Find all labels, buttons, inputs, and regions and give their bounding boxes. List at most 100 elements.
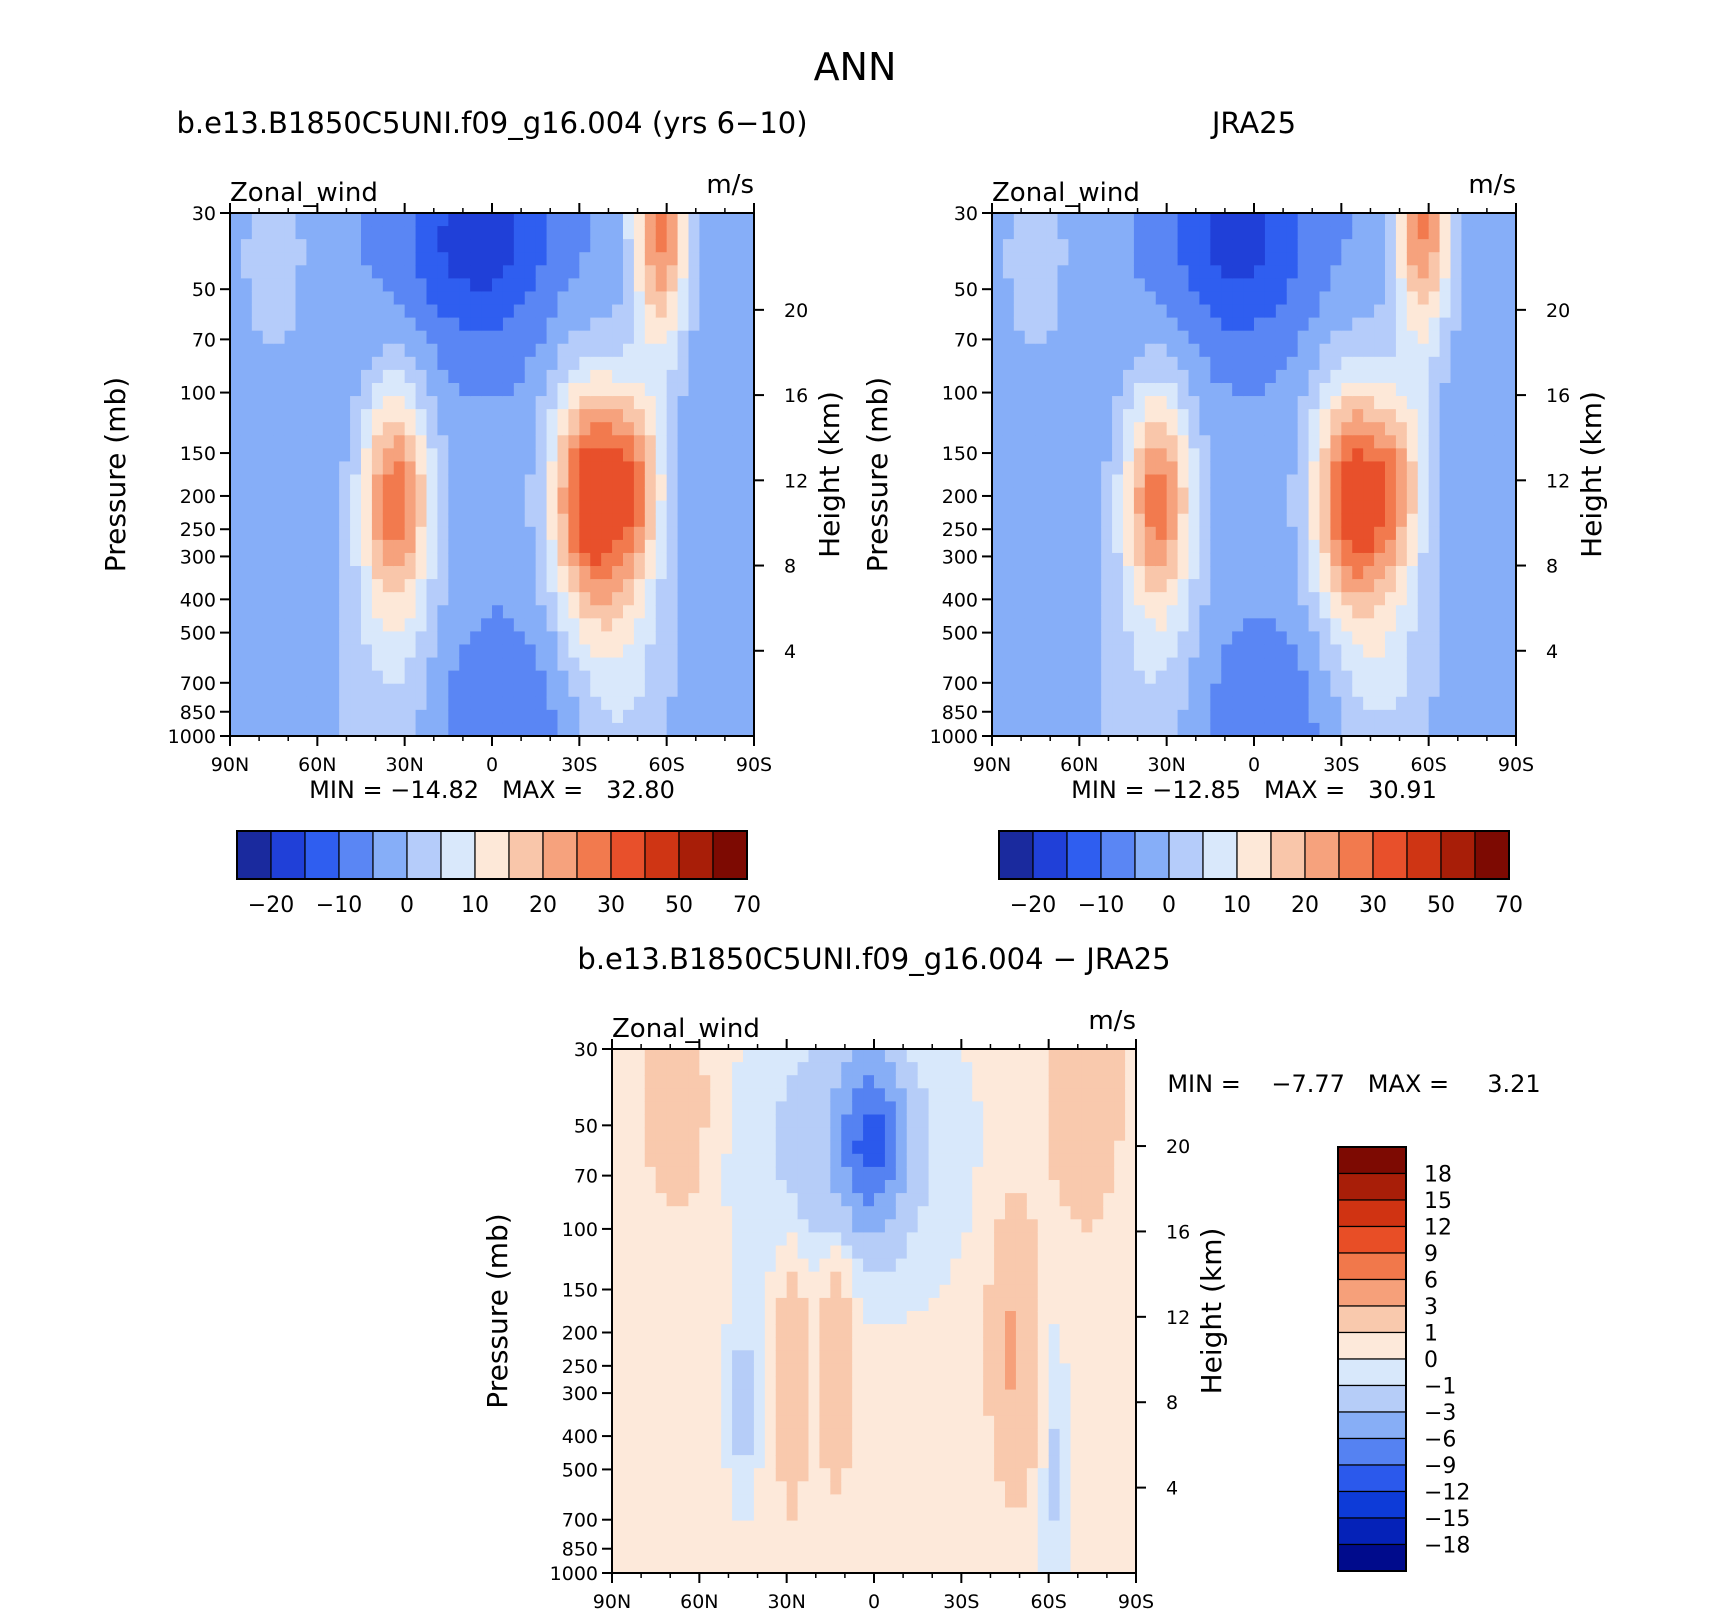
heatmap-cell [622, 1206, 635, 1220]
heatmap-cell [677, 213, 690, 227]
heatmap-cell [1406, 356, 1419, 371]
heatmap-cell [350, 317, 362, 332]
heatmap-cell [655, 343, 668, 358]
heatmap-cell [644, 461, 657, 476]
heatmap-cell [1079, 526, 1091, 541]
heatmap-cell [677, 330, 690, 345]
heatmap-cell [1090, 513, 1102, 528]
heatmap-cell [1101, 291, 1113, 306]
heatmap-cell [1461, 487, 1473, 502]
heatmap-cell [852, 1442, 864, 1456]
heatmap-cell [1505, 422, 1517, 436]
heatmap-cell [688, 1455, 700, 1469]
heatmap-cell [677, 1494, 690, 1509]
heatmap-cell [230, 526, 242, 541]
heatmap-cell [1286, 644, 1299, 659]
heatmap-cell [426, 552, 439, 567]
heatmap-cell [710, 1206, 722, 1220]
heatmap-cell [240, 579, 253, 593]
heatmap-cell [1363, 605, 1375, 619]
heatmap-cell [1221, 382, 1233, 397]
heatmap-cell [1472, 291, 1484, 306]
heatmap-cell [492, 422, 504, 436]
heatmap-cell [513, 252, 526, 266]
heatmap-cell [633, 213, 646, 227]
heatmap-cell [1483, 618, 1495, 632]
heatmap-cell [623, 500, 635, 515]
heatmap-cell [677, 1153, 690, 1168]
heatmap-cell [1079, 500, 1091, 515]
heatmap-cell [1101, 670, 1113, 685]
heatmap-cell [1166, 422, 1179, 436]
heatmap-cell [819, 1428, 831, 1443]
heatmap-cell [306, 513, 318, 528]
heatmap-cell [1286, 278, 1299, 293]
heatmap-cell [1155, 579, 1168, 593]
heatmap-cell [1374, 213, 1386, 227]
heatmap-cell [590, 605, 602, 619]
heatmap-cell [350, 474, 362, 489]
heatmap-cell [393, 330, 406, 345]
heatmap-cell [1166, 252, 1179, 266]
heatmap-cell [579, 396, 591, 410]
heatmap-cell [1002, 330, 1015, 345]
heatmap-cell [1035, 382, 1048, 397]
heatmap-cell [1439, 382, 1452, 397]
heatmap-cell [459, 722, 471, 737]
heatmap-cell [382, 461, 395, 476]
heatmap-cell [1417, 487, 1430, 502]
heatmap-cell [699, 1075, 711, 1089]
heatmap-cell [1057, 343, 1070, 358]
heatmap-cell [721, 1520, 733, 1535]
heatmap-cell [743, 448, 755, 463]
heatmap-cell [262, 356, 275, 371]
heatmap-cell [677, 1402, 690, 1417]
heatmap-cell [1199, 579, 1211, 593]
heatmap-cell [830, 1402, 842, 1417]
heatmap-cell [1002, 239, 1015, 253]
heatmap-cell [732, 396, 744, 410]
heatmap-cell [1221, 422, 1233, 436]
heatmap-cell [1494, 396, 1506, 410]
heatmap-cell [230, 592, 242, 606]
heatmap-cell [1232, 291, 1244, 306]
heatmap-cell [775, 1166, 788, 1181]
heatmap-cell [601, 343, 613, 358]
heatmap-cell [1417, 422, 1430, 436]
heatmap-cell [666, 1402, 679, 1417]
heatmap-cell [1024, 435, 1037, 449]
heatmap-cell [295, 330, 308, 345]
heatmap-cell [644, 1284, 657, 1299]
heatmap-cell [1221, 552, 1233, 567]
heatmap-cell [1090, 304, 1102, 319]
heatmap-cell [1243, 644, 1255, 659]
heatmap-cell [579, 343, 591, 358]
heatmap-cell [350, 500, 362, 515]
heatmap-cell [1221, 500, 1233, 515]
heatmap-cell [1035, 592, 1048, 606]
heatmap-cell [273, 500, 286, 515]
heatmap-cell [666, 1284, 679, 1299]
heatmap-cell [633, 1088, 646, 1102]
heatmap-cell [775, 1049, 788, 1063]
heatmap-cell [1483, 278, 1495, 293]
heatmap-cell [666, 592, 679, 606]
heatmap-cell [1385, 592, 1397, 606]
heatmap-cell [1123, 526, 1135, 541]
heatmap-cell [1330, 644, 1342, 659]
heatmap-cell [448, 330, 460, 345]
heatmap-cell [699, 330, 711, 345]
heatmap-cell [1133, 487, 1146, 502]
heatmap-cell [677, 1350, 690, 1364]
heatmap-cell [1352, 500, 1364, 515]
heatmap-cell [992, 552, 1004, 567]
heatmap-cell [623, 396, 635, 410]
heatmap-cell [1177, 343, 1190, 358]
heatmap-cell [415, 539, 428, 554]
heatmap-cell [1297, 382, 1310, 397]
heatmap-cell [1046, 278, 1059, 293]
heatmap-cell [1428, 618, 1441, 632]
heatmap-cell [1439, 369, 1452, 384]
heatmap-cell [992, 435, 1004, 449]
